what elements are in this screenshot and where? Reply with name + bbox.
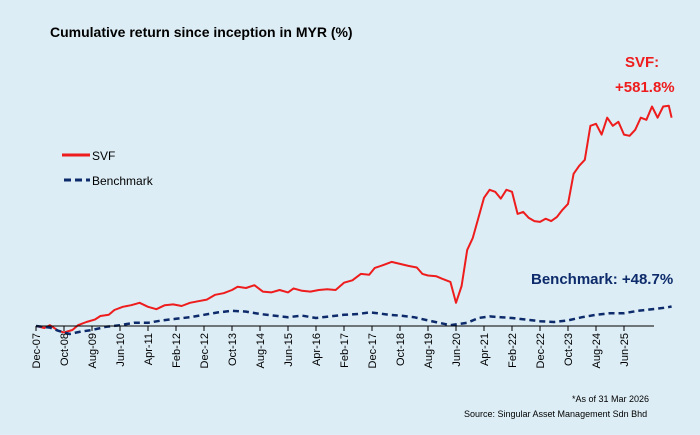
x-tick-label: Feb-22: [507, 333, 519, 368]
x-tick-label: Feb-12: [171, 333, 183, 368]
x-tick-label: Aug-14: [255, 333, 267, 368]
svf-annotation-value: +581.8%: [615, 79, 675, 96]
legend-svf-label: SVF: [92, 149, 115, 163]
x-tick-label: Oct-23: [563, 333, 575, 366]
x-tick-label: Oct-08: [59, 333, 71, 366]
x-tick-label: Apr-11: [143, 333, 155, 365]
as-of-note: *As of 31 Mar 2026: [572, 394, 649, 404]
x-tick-label: Dec-17: [367, 333, 379, 368]
x-tick-label: Apr-16: [311, 333, 323, 366]
x-tick-label: Oct-13: [227, 333, 239, 366]
source-note: Source: Singular Asset Management Sdn Bh…: [464, 409, 647, 419]
x-tick-label: Aug-24: [591, 333, 603, 368]
legend-benchmark-label: Benchmark: [92, 174, 154, 188]
x-tick-label: Apr-21: [479, 333, 491, 366]
x-tick-label: Jun-10: [115, 333, 127, 367]
x-tick-label: Dec-22: [535, 333, 547, 368]
x-tick-label: Feb-17: [339, 333, 351, 368]
x-tick-layer: Dec-07 Oct-08 Aug-09 Jun-10 Apr-11 Feb-12 Dec-…: [31, 326, 631, 368]
x-tick-label: Oct-18: [395, 333, 407, 366]
x-tick-label: Aug-09: [87, 333, 99, 368]
benchmark-annotation: Benchmark: +48.7%: [531, 271, 673, 288]
series-line-svf: [35, 104, 673, 334]
series-layer: [35, 104, 673, 336]
x-tick-label: Jun-25: [619, 333, 631, 367]
x-tick-label: Dec-12: [199, 333, 211, 368]
x-tick-label: Jun-20: [451, 333, 463, 367]
x-tick-label: Dec-07: [31, 333, 43, 368]
chart-title: Cumulative return since inception in MYR…: [50, 24, 353, 40]
x-tick-label: Aug-19: [423, 333, 435, 368]
svf-annotation-label: SVF:: [625, 54, 659, 71]
legend: SVF Benchmark: [62, 149, 154, 188]
x-tick-label: Jun-15: [283, 333, 295, 367]
series-line-benchmark: [35, 305, 672, 336]
